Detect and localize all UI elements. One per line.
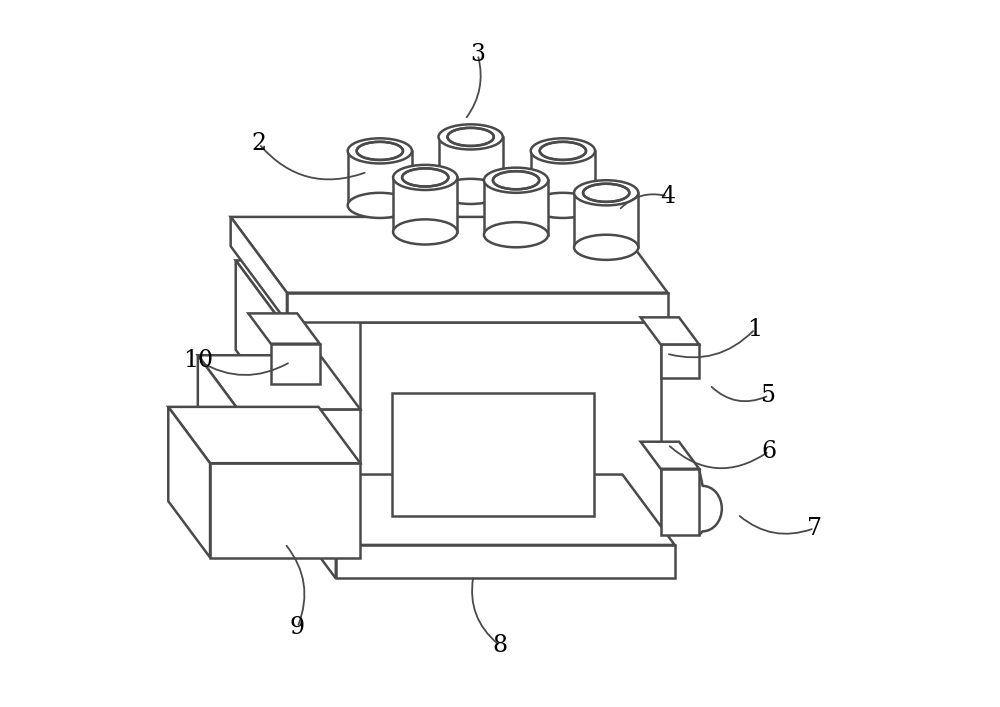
- Ellipse shape: [448, 128, 494, 146]
- Text: 5: 5: [761, 384, 776, 407]
- Text: 8: 8: [492, 634, 508, 657]
- Polygon shape: [641, 317, 699, 344]
- Polygon shape: [531, 151, 595, 205]
- Polygon shape: [439, 137, 503, 192]
- Ellipse shape: [439, 179, 503, 204]
- Polygon shape: [280, 320, 360, 409]
- Polygon shape: [198, 355, 238, 462]
- Text: 10: 10: [183, 349, 213, 372]
- Polygon shape: [231, 217, 668, 293]
- Text: 3: 3: [470, 43, 485, 66]
- Polygon shape: [198, 355, 360, 409]
- Text: 4: 4: [660, 185, 675, 208]
- Polygon shape: [299, 244, 661, 322]
- Text: 2: 2: [251, 132, 267, 156]
- Polygon shape: [574, 193, 638, 247]
- Text: 9: 9: [290, 616, 305, 639]
- Polygon shape: [641, 442, 699, 469]
- Polygon shape: [168, 407, 360, 463]
- Ellipse shape: [484, 168, 548, 193]
- Polygon shape: [348, 151, 412, 205]
- Polygon shape: [661, 344, 699, 378]
- Polygon shape: [231, 217, 287, 322]
- Polygon shape: [284, 474, 336, 578]
- Ellipse shape: [357, 142, 403, 160]
- Ellipse shape: [531, 193, 595, 218]
- Polygon shape: [238, 409, 360, 462]
- Polygon shape: [287, 293, 668, 322]
- Polygon shape: [210, 463, 360, 558]
- Ellipse shape: [393, 219, 457, 245]
- Polygon shape: [284, 474, 675, 545]
- Polygon shape: [393, 177, 457, 232]
- Text: 6: 6: [761, 440, 777, 463]
- Ellipse shape: [574, 235, 638, 260]
- Polygon shape: [168, 407, 210, 558]
- Polygon shape: [271, 344, 320, 384]
- Ellipse shape: [583, 184, 629, 202]
- Ellipse shape: [348, 193, 412, 218]
- Polygon shape: [484, 180, 548, 235]
- Ellipse shape: [531, 139, 595, 163]
- Ellipse shape: [574, 180, 638, 205]
- Ellipse shape: [484, 222, 548, 247]
- Text: 1: 1: [747, 317, 763, 341]
- Ellipse shape: [439, 124, 503, 149]
- Polygon shape: [661, 469, 699, 535]
- Polygon shape: [392, 393, 594, 515]
- Polygon shape: [236, 260, 360, 320]
- Ellipse shape: [393, 165, 457, 190]
- Polygon shape: [357, 322, 661, 553]
- Polygon shape: [299, 244, 357, 553]
- Ellipse shape: [402, 168, 448, 187]
- Ellipse shape: [540, 142, 586, 160]
- Ellipse shape: [348, 139, 412, 163]
- Polygon shape: [248, 313, 320, 344]
- Text: 7: 7: [807, 517, 822, 539]
- Polygon shape: [236, 260, 280, 409]
- Polygon shape: [336, 545, 675, 578]
- Ellipse shape: [493, 171, 539, 189]
